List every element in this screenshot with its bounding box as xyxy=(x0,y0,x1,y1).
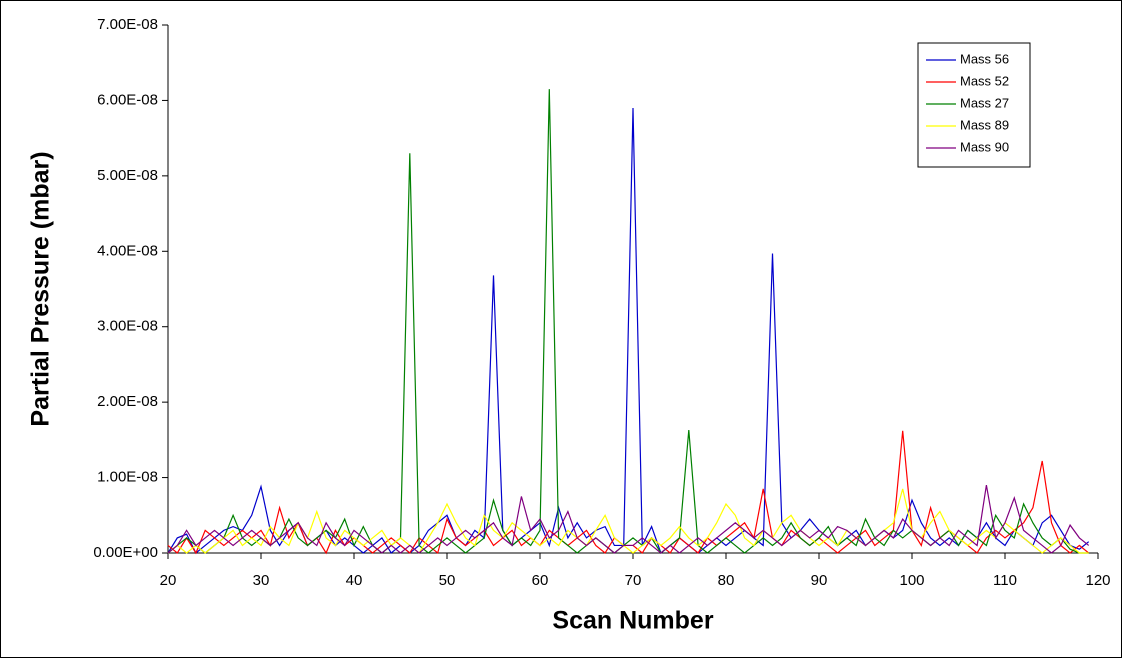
y-tick-label: 2.00E-08 xyxy=(97,393,158,410)
x-tick-label: 110 xyxy=(993,572,1017,589)
legend-label: Mass 52 xyxy=(960,73,1009,88)
y-tick-label: 5.00E-08 xyxy=(97,167,158,184)
y-axis-title: Partial Pressure (mbar) xyxy=(27,151,55,426)
y-tick-label: 3.00E-08 xyxy=(97,318,158,335)
series-line xyxy=(167,488,1089,554)
x-tick-label: 60 xyxy=(532,572,549,589)
y-tick-label: 6.00E-08 xyxy=(97,91,158,108)
legend-label: Mass 27 xyxy=(960,95,1009,110)
x-tick-label: 20 xyxy=(160,572,177,589)
y-tick-label: 7.00E-08 xyxy=(97,16,158,33)
legend-label: Mass 90 xyxy=(960,139,1009,154)
x-tick-label: 90 xyxy=(811,572,828,589)
x-tick-label: 120 xyxy=(1085,572,1110,589)
x-tick-label: 40 xyxy=(346,572,363,589)
x-tick-label: 80 xyxy=(718,572,735,589)
y-tick-label: 1.00E-08 xyxy=(97,469,158,486)
series-line xyxy=(167,485,1090,554)
x-tick-label: 70 xyxy=(625,572,642,589)
legend-label: Mass 56 xyxy=(960,51,1009,66)
x-tick-label: 50 xyxy=(439,572,456,589)
legend-box xyxy=(917,42,1031,168)
x-axis-title: Scan Number xyxy=(552,607,713,635)
y-tick-label: 4.00E-08 xyxy=(97,242,158,259)
x-tick-label: 30 xyxy=(253,572,270,589)
legend-label: Mass 89 xyxy=(960,117,1009,132)
x-tick-label: 100 xyxy=(899,572,924,589)
y-tick-label: 0.00E+00 xyxy=(93,544,158,561)
